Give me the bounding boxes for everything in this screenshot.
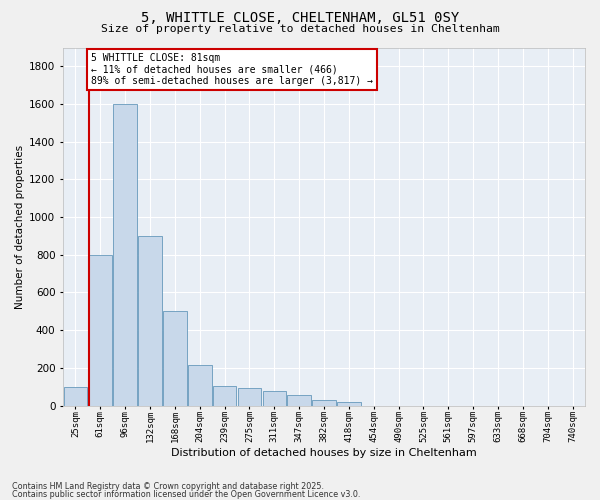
Text: 5 WHITTLE CLOSE: 81sqm
← 11% of detached houses are smaller (466)
89% of semi-de: 5 WHITTLE CLOSE: 81sqm ← 11% of detached… <box>91 53 373 86</box>
Y-axis label: Number of detached properties: Number of detached properties <box>15 144 25 308</box>
Bar <box>263 392 286 406</box>
Bar <box>287 395 311 406</box>
Text: Contains public sector information licensed under the Open Government Licence v3: Contains public sector information licen… <box>12 490 361 499</box>
Text: Contains HM Land Registry data © Crown copyright and database right 2025.: Contains HM Land Registry data © Crown c… <box>12 482 324 491</box>
Bar <box>89 255 112 406</box>
Bar <box>163 312 187 406</box>
Bar <box>312 400 336 406</box>
Bar <box>113 104 137 406</box>
Bar <box>188 365 212 406</box>
X-axis label: Distribution of detached houses by size in Cheltenham: Distribution of detached houses by size … <box>171 448 477 458</box>
Text: 5, WHITTLE CLOSE, CHELTENHAM, GL51 0SY: 5, WHITTLE CLOSE, CHELTENHAM, GL51 0SY <box>141 11 459 25</box>
Bar <box>337 402 361 406</box>
Text: Size of property relative to detached houses in Cheltenham: Size of property relative to detached ho… <box>101 24 499 34</box>
Bar <box>213 386 236 406</box>
Bar <box>138 236 162 406</box>
Bar <box>238 388 261 406</box>
Bar <box>64 386 87 406</box>
